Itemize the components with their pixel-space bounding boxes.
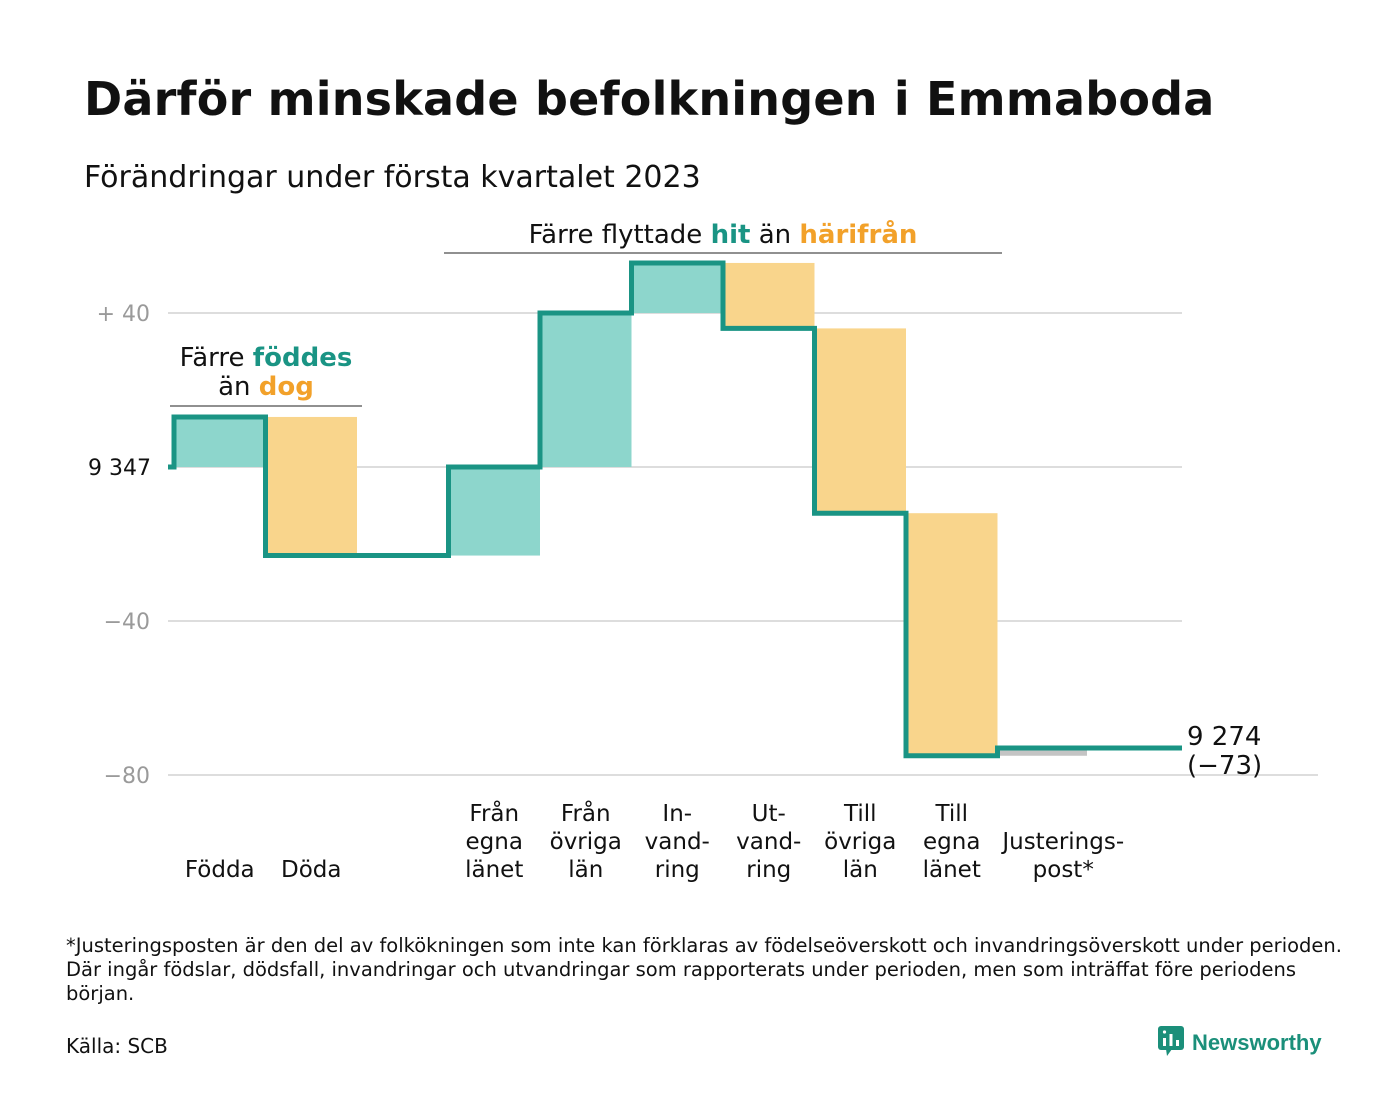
- source-label: Källa: SCB: [66, 1034, 168, 1058]
- y-tick-label: −80: [104, 764, 150, 789]
- baseline-label: 9 347: [88, 456, 151, 481]
- end-change-label: (−73): [1187, 751, 1262, 781]
- x-tick-label: ring: [746, 857, 791, 883]
- bar-adjustment: [997, 748, 1087, 756]
- x-tick-label: Ut-: [752, 801, 786, 827]
- births-annotation: Färre föddes än dog: [170, 343, 362, 407]
- bar-outflow: [265, 416, 357, 556]
- bars: [174, 262, 1087, 756]
- x-tick-label: Födda: [185, 857, 255, 883]
- x-tick-label: Döda: [281, 857, 341, 883]
- x-tick-label: In-: [662, 801, 692, 827]
- y-tick-label: −40: [104, 610, 150, 635]
- x-tick-label: Till: [934, 801, 968, 827]
- bar-inflow: [174, 416, 266, 467]
- births-annotation-line1: Färre föddes: [180, 343, 353, 373]
- y-tick-label: + 40: [97, 302, 150, 327]
- x-tick-label: Till: [843, 801, 877, 827]
- chart-title: Därför minskade befolkningen i Emmaboda: [84, 72, 1215, 126]
- step-line: [168, 260, 1182, 759]
- x-tick-label: ring: [655, 857, 700, 883]
- bar-inflow: [631, 262, 723, 313]
- x-tick-label: övriga: [824, 829, 896, 855]
- x-tick-label: vand-: [645, 829, 710, 855]
- x-tick-label: post*: [1033, 857, 1094, 883]
- x-tick-label: Justerings-: [1000, 829, 1124, 855]
- migration-annotation: Färre flyttade hit än härifrån: [444, 218, 1002, 254]
- x-tick-label: län: [843, 857, 878, 883]
- footnote: *Justeringsposten är den del av folkökni…: [66, 934, 1342, 1005]
- births-annotation-line2: än dog: [218, 372, 314, 402]
- cumulative-step-line: [168, 260, 1182, 759]
- chart-subtitle: Förändringar under första kvartalet 2023: [84, 160, 701, 195]
- x-tick-label: övriga: [550, 829, 622, 855]
- x-axis-labels: Födda DödaFrånegnalänetFrånövrigalänIn-va…: [185, 799, 1124, 883]
- x-tick-label: län: [568, 857, 603, 883]
- x-tick-label: vand-: [736, 829, 801, 855]
- bar-inflow: [448, 467, 540, 556]
- brand-logo[interactable]: Newsworthy: [1158, 1026, 1322, 1060]
- brand-name: Newsworthy: [1192, 1030, 1322, 1055]
- end-value-label: 9 274: [1187, 722, 1261, 752]
- x-tick-label: länet: [465, 857, 523, 883]
- bar-outflow: [723, 262, 815, 329]
- bar-outflow: [906, 513, 998, 756]
- x-tick-label: egna: [466, 829, 523, 855]
- x-tick-label: länet: [923, 857, 981, 883]
- bar-outflow: [814, 328, 906, 514]
- bar-inflow: [540, 313, 632, 467]
- y-axis-ticks: + 40 9 347 −40 −80: [88, 302, 151, 789]
- migration-annotation-text: Färre flyttade hit än härifrån: [529, 218, 918, 250]
- x-tick-label: egna: [923, 829, 980, 855]
- x-tick-label: Från: [469, 799, 519, 827]
- newsworthy-logo-icon: [1158, 1026, 1184, 1060]
- x-tick-label: Från: [561, 799, 611, 827]
- waterfall-chart: + 409 347−40−80 Födda DödaFrånegnalänetFr…: [88, 218, 1318, 883]
